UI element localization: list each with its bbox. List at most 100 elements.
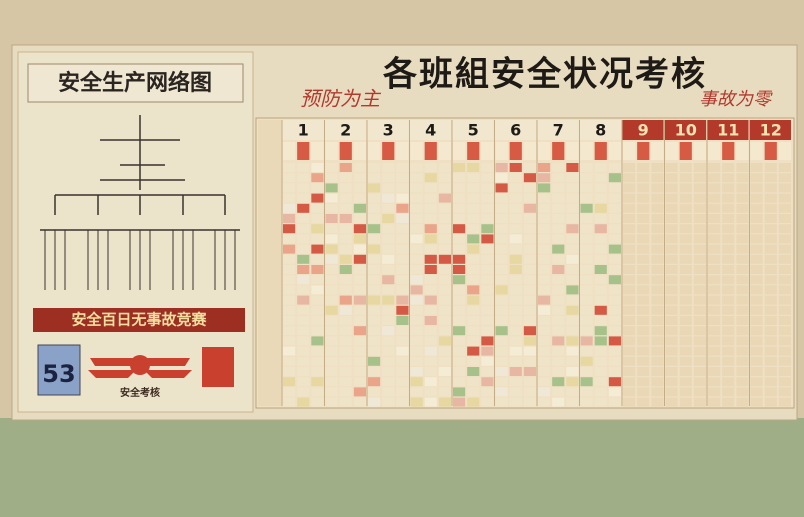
cell (481, 367, 494, 376)
cell (495, 254, 508, 264)
cell (339, 275, 352, 285)
cell (297, 295, 310, 305)
cell (438, 285, 451, 295)
cell (481, 163, 494, 172)
cell (297, 305, 310, 315)
cell (637, 214, 650, 223)
cell (552, 214, 565, 223)
cell (637, 316, 650, 325)
cell (396, 224, 409, 234)
cell (736, 244, 749, 254)
cell (552, 346, 565, 356)
cell (339, 367, 352, 376)
month-header (494, 120, 536, 140)
cell (523, 326, 536, 336)
cell (438, 203, 451, 213)
cell (580, 173, 593, 183)
cell (693, 377, 706, 387)
cell (325, 275, 338, 285)
cell (594, 377, 607, 387)
cell (453, 244, 466, 254)
cell (566, 336, 579, 346)
cell (750, 285, 763, 295)
cell (283, 275, 296, 285)
cell (396, 285, 409, 295)
cell (368, 336, 381, 346)
cell (396, 254, 409, 264)
cell (438, 367, 451, 376)
cell (410, 193, 423, 203)
cell (396, 295, 409, 305)
cell (552, 203, 565, 213)
cell (311, 316, 324, 325)
cell (651, 275, 664, 285)
cell (311, 387, 324, 397)
cell (764, 265, 777, 274)
cell (566, 173, 579, 183)
sub-header (736, 142, 749, 160)
cell (637, 305, 650, 315)
slogan-left: 预防为主 (300, 87, 382, 111)
month-number: 12 (760, 121, 782, 140)
cell (623, 163, 636, 172)
cell (764, 326, 777, 336)
cell (623, 305, 636, 315)
cell (736, 305, 749, 315)
cell (339, 336, 352, 346)
cell (467, 224, 480, 234)
cell (538, 244, 551, 254)
cell (580, 336, 593, 346)
cell (424, 295, 437, 305)
cell (283, 173, 296, 183)
cell (438, 254, 451, 264)
cell (708, 234, 721, 244)
cell (368, 193, 381, 203)
cell (750, 234, 763, 244)
cell (410, 173, 423, 183)
cell (736, 183, 749, 193)
cell (297, 265, 310, 274)
cell (750, 254, 763, 264)
cell (722, 244, 735, 254)
cell (382, 305, 395, 315)
cell (311, 295, 324, 305)
cell (438, 265, 451, 274)
cell (382, 265, 395, 274)
cell (283, 397, 296, 407)
month-header (664, 120, 706, 140)
cell (368, 285, 381, 295)
cell (708, 224, 721, 234)
cell (623, 234, 636, 244)
cell (424, 387, 437, 397)
sub-header (651, 142, 664, 160)
cell (311, 254, 324, 264)
cell (693, 367, 706, 376)
cell (538, 305, 551, 315)
cell (594, 234, 607, 244)
cell (651, 173, 664, 183)
cell (750, 367, 763, 376)
left-title: 安全生产网络图 (58, 70, 212, 96)
cell (325, 346, 338, 356)
month-number: 4 (425, 121, 436, 140)
cell (325, 193, 338, 203)
cell (552, 316, 565, 325)
cell (467, 397, 480, 407)
cell (566, 163, 579, 172)
cell (297, 326, 310, 336)
cell (297, 214, 310, 223)
board-title: 各班組安全状况考核 (383, 55, 707, 95)
month-header (622, 120, 664, 140)
cell (538, 163, 551, 172)
cell (580, 316, 593, 325)
cell (552, 265, 565, 274)
cell (778, 397, 791, 407)
cell (495, 387, 508, 397)
cell (410, 295, 423, 305)
cell (566, 305, 579, 315)
cell (651, 163, 664, 172)
cell (424, 244, 437, 254)
cell (297, 203, 310, 213)
cell (778, 275, 791, 285)
counter-box (37, 344, 81, 396)
